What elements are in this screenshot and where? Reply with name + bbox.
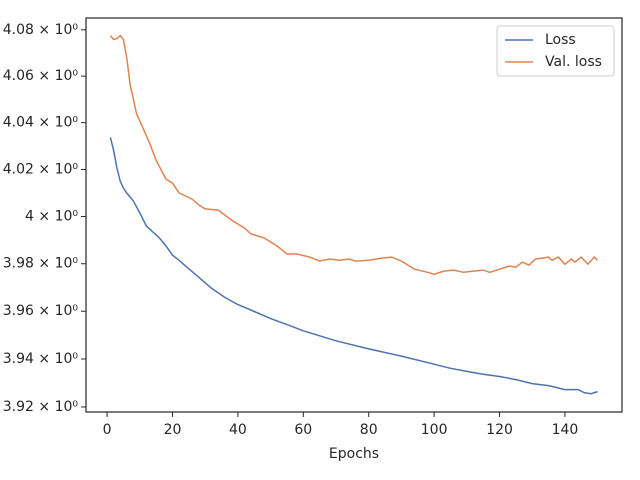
x-tick-label: 80 — [360, 422, 378, 438]
legend-label: Val. loss — [545, 54, 602, 70]
x-tick-label: 40 — [229, 422, 247, 438]
y-tick-label: 4 × 10⁰ — [25, 208, 78, 224]
y-tick-label: 3.98 × 10⁰ — [3, 256, 79, 272]
x-axis-label: Epochs — [329, 446, 379, 462]
legend-label: Loss — [545, 32, 576, 48]
x-tick-label: 120 — [486, 422, 513, 438]
x-tick-label: 140 — [552, 422, 579, 438]
y-tick-label: 3.92 × 10⁰ — [3, 399, 79, 415]
y-tick-label: 3.94 × 10⁰ — [3, 351, 79, 367]
y-tick-label: 4.02 × 10⁰ — [3, 161, 79, 177]
x-tick-label: 0 — [103, 422, 112, 438]
y-tick-label: 4.04 × 10⁰ — [3, 115, 79, 131]
x-tick-label: 20 — [164, 422, 182, 438]
y-tick-label: 3.96 × 10⁰ — [3, 303, 79, 319]
x-tick-label: 100 — [421, 422, 448, 438]
y-tick-label: 4.06 × 10⁰ — [3, 68, 79, 84]
legend: Loss Val. loss — [496, 25, 615, 77]
line — [109, 137, 598, 395]
x-tick-label: 60 — [294, 422, 312, 438]
plot-frame — [85, 17, 623, 413]
line — [109, 34, 599, 275]
legend-box — [496, 25, 615, 77]
y-tick-label: 4.08 × 10⁰ — [3, 22, 79, 38]
